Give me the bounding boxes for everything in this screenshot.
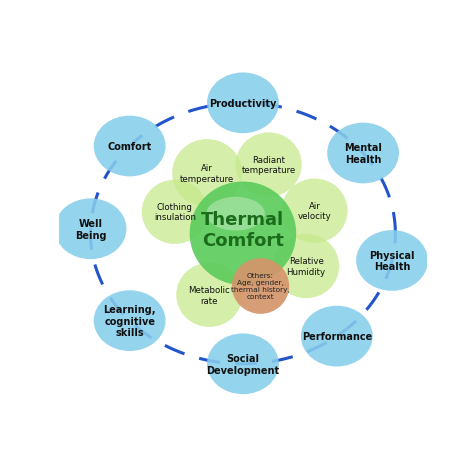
Text: Comfort: Comfort [108, 142, 152, 152]
Circle shape [282, 179, 347, 244]
Circle shape [236, 133, 302, 197]
Circle shape [172, 140, 242, 207]
Ellipse shape [94, 291, 165, 351]
Ellipse shape [206, 197, 265, 231]
Text: Learning,
cognitive
skills: Learning, cognitive skills [103, 304, 156, 338]
Ellipse shape [207, 334, 279, 394]
Ellipse shape [207, 73, 279, 134]
Text: Relative
Humidity: Relative Humidity [287, 257, 326, 276]
Text: Clothing
insulation: Clothing insulation [154, 203, 196, 222]
Ellipse shape [301, 306, 373, 367]
Text: Metabolic
rate: Metabolic rate [189, 286, 230, 305]
Text: Well
Being: Well Being [75, 219, 106, 240]
Text: Physical
Health: Physical Health [369, 250, 415, 272]
Text: Others:
Age, gender,
thermal history,
context: Others: Age, gender, thermal history, co… [231, 273, 290, 300]
Circle shape [232, 258, 289, 314]
Ellipse shape [356, 231, 428, 291]
Text: Mental
Health: Mental Health [344, 143, 382, 164]
Text: Productivity: Productivity [209, 99, 277, 109]
Text: Radiant
temperature: Radiant temperature [242, 156, 296, 175]
Ellipse shape [94, 116, 165, 177]
Circle shape [142, 180, 208, 244]
Text: Air
velocity: Air velocity [298, 201, 331, 221]
Circle shape [176, 263, 242, 327]
Text: Social
Development: Social Development [206, 353, 280, 375]
Text: Performance: Performance [301, 332, 372, 341]
Circle shape [273, 234, 339, 299]
Circle shape [190, 182, 296, 286]
Ellipse shape [327, 123, 399, 184]
Ellipse shape [55, 199, 127, 260]
Text: Thermal
Comfort: Thermal Comfort [201, 211, 284, 250]
Text: Air
temperature: Air temperature [180, 164, 234, 183]
